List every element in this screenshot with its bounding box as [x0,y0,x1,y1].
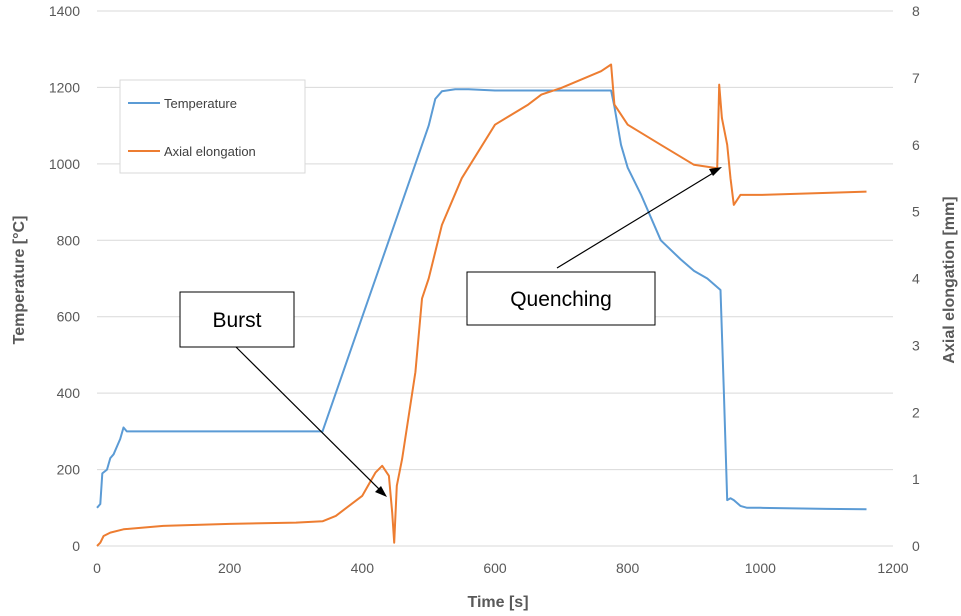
x-tick-label: 1200 [877,560,908,576]
annotation-quenching-box [466,271,656,326]
y2-tick-label: 7 [912,70,920,86]
legend-box [119,79,306,174]
y2-axis-ticks: 0 1 2 3 4 5 6 7 8 [912,3,920,554]
x-tick-label: 800 [616,560,640,576]
y2-tick-label: 5 [912,204,920,220]
y-tick-label: 1000 [49,156,80,172]
annotation-quenching-arrowhead [709,167,722,176]
y2-tick-label: 3 [912,337,920,353]
y-tick-label: 1400 [49,3,80,19]
annotation-quenching: Quenching [466,167,722,326]
legend-label-axial-elongation: Axial elongation [164,144,256,159]
y2-axis-title: Axial elongation [mm] [941,196,958,363]
y-tick-label: 200 [57,462,81,478]
y-axis-ticks: 0 200 400 600 800 1000 1200 1400 [49,3,80,554]
y-tick-label: 800 [57,232,81,248]
y2-tick-label: 2 [912,404,920,420]
y2-tick-label: 0 [912,538,920,554]
y-axis-title: Temperature [°C] [11,216,28,345]
annotation-burst-arrowhead [375,486,387,497]
x-tick-label: 0 [93,560,101,576]
y2-tick-label: 4 [912,271,920,287]
x-axis-ticks: 0 200 400 600 800 1000 1200 [93,560,909,576]
y-tick-label: 400 [57,385,81,401]
series-line-axial-elongation [96,63,867,547]
y-tick-label: 1200 [49,79,80,95]
legend: Temperature Axial elongation [119,79,306,174]
annotation-burst-label: Burst [212,309,261,332]
annotation-burst: Burst [179,291,387,497]
annotation-quenching-label: Quenching [510,288,612,311]
annotation-burst-arrow [235,346,384,494]
y-tick-label: 600 [57,309,81,325]
x-tick-label: 200 [218,560,242,576]
y2-tick-label: 1 [912,471,920,487]
x-tick-label: 1000 [745,560,776,576]
y2-tick-label: 8 [912,3,920,19]
x-axis-title: Time [s] [467,594,528,611]
series-lines [96,63,867,547]
y2-tick-label: 6 [912,137,920,153]
x-tick-label: 600 [483,560,507,576]
series-line-temperature [96,88,867,511]
annotation-quenching-arrow [556,169,719,269]
x-tick-label: 400 [351,560,375,576]
annotation-burst-box [179,291,295,348]
legend-label-temperature: Temperature [164,96,237,111]
y-tick-label: 0 [72,538,80,554]
